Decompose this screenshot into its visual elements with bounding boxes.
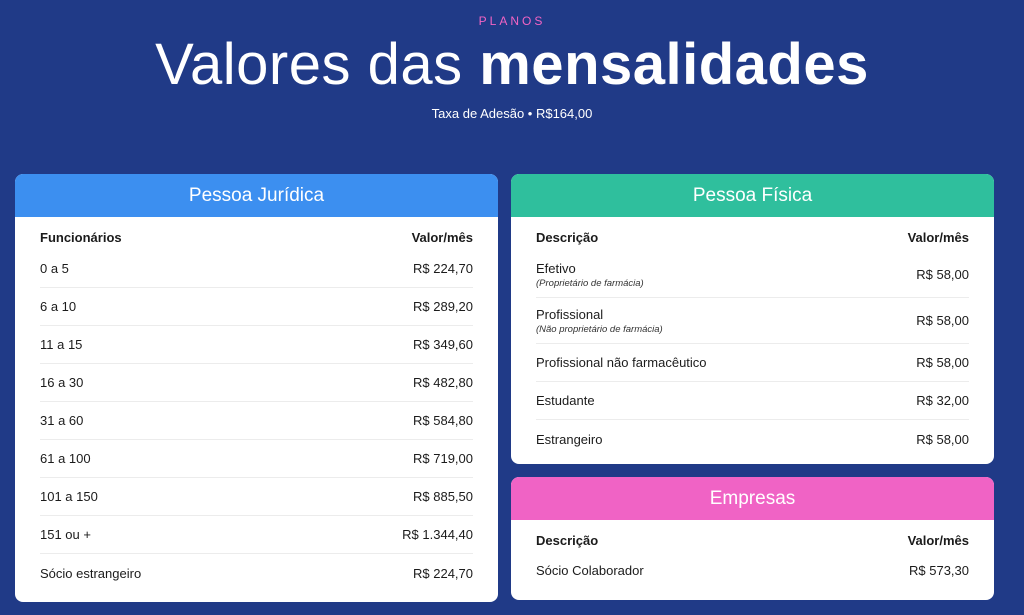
row-value: R$ 58,00	[916, 431, 969, 447]
row-value: R$ 482,80	[413, 375, 473, 390]
row-label: 101 a 150	[40, 489, 98, 504]
table-row: Sócio estrangeiro R$ 224,70	[40, 554, 473, 592]
row-label: 61 a 100	[40, 451, 91, 466]
row-value: R$ 719,00	[413, 451, 473, 466]
row-label: 31 a 60	[40, 413, 84, 428]
row-label: 16 a 30	[40, 375, 84, 390]
pessoa-juridica-header: Pessoa Jurídica	[15, 174, 498, 217]
table-row: Profissional não farmacêutico R$ 58,00	[536, 344, 969, 382]
row-label: Sócio estrangeiro	[40, 565, 142, 581]
emp-col-value: Valor/mês	[907, 533, 969, 548]
row-label: Estudante	[536, 393, 595, 408]
table-row: 101 a 150 R$ 885,50	[40, 478, 473, 516]
row-label: 0 a 5	[40, 261, 69, 276]
row-label: Sócio Colaborador	[536, 562, 644, 578]
pj-column-headers: Funcionários Valor/mês	[40, 230, 473, 246]
pf-column-headers: Descrição Valor/mês	[536, 230, 969, 246]
emp-rows: Sócio Colaborador R$ 573,30	[536, 555, 969, 585]
pessoa-juridica-card: Pessoa Jurídica Funcionários Valor/mês 0…	[15, 174, 498, 602]
row-value: R$ 1.344,40	[402, 527, 473, 542]
table-row: 0 a 5 R$ 224,70	[40, 250, 473, 288]
pessoa-fisica-header: Pessoa Física	[511, 174, 994, 217]
pessoa-fisica-card: Pessoa Física Descrição Valor/mês Efetiv…	[511, 174, 994, 464]
table-row: 61 a 100 R$ 719,00	[40, 440, 473, 478]
row-value: R$ 289,20	[413, 299, 473, 314]
table-row: 6 a 10 R$ 289,20	[40, 288, 473, 326]
adhesion-fee: Taxa de Adesão • R$164,00	[431, 106, 593, 121]
emp-col-description: Descrição	[536, 533, 599, 548]
row-value: R$ 573,30	[909, 562, 969, 578]
row-label: Efetivo	[536, 260, 576, 276]
table-row: Estudante R$ 32,00	[536, 382, 969, 420]
table-row: Efetivo (Proprietário de farmácia) R$ 58…	[536, 252, 969, 298]
row-value: R$ 224,70	[413, 261, 473, 276]
table-row: 151 ou + R$ 1.344,40	[40, 516, 473, 554]
row-value: R$ 32,00	[916, 393, 969, 408]
row-value: R$ 224,70	[413, 565, 473, 581]
row-label: 151 ou +	[40, 527, 91, 542]
table-row: 31 a 60 R$ 584,80	[40, 402, 473, 440]
table-row: Profissional (Não proprietário de farmác…	[536, 298, 969, 344]
page-title: Valores das mensalidades	[0, 30, 1024, 100]
emp-column-headers: Descrição Valor/mês	[536, 533, 969, 549]
pf-rows: Efetivo (Proprietário de farmácia) R$ 58…	[536, 252, 969, 458]
row-value: R$ 349,60	[413, 337, 473, 352]
row-description: Efetivo (Proprietário de farmácia)	[536, 261, 644, 289]
row-value: R$ 58,00	[916, 355, 969, 370]
table-row: Estrangeiro R$ 58,00	[536, 420, 969, 458]
table-row: 11 a 15 R$ 349,60	[40, 326, 473, 364]
row-note: (Proprietário de farmácia)	[536, 277, 644, 289]
row-label: 6 a 10	[40, 299, 77, 314]
row-note: (Não proprietário de farmácia)	[536, 323, 663, 335]
empresas-card: Empresas Descrição Valor/mês Sócio Colab…	[511, 477, 994, 600]
empresas-header: Empresas	[511, 477, 994, 520]
pj-col-employees: Funcionários	[40, 230, 122, 245]
pj-rows: 0 a 5 R$ 224,70 6 a 10 R$ 289,20 11 a 15 R$…	[40, 250, 473, 592]
row-label: Profissional não farmacêutico	[536, 355, 707, 370]
row-value: R$ 58,00	[916, 267, 969, 282]
title-bold: mensalidades	[479, 32, 869, 97]
row-label: 11 a 15	[40, 337, 83, 352]
pj-col-value: Valor/mês	[411, 230, 473, 245]
section-eyebrow: PLANOS	[478, 14, 546, 28]
table-row: 16 a 30 R$ 482,80	[40, 364, 473, 402]
row-value: R$ 885,50	[413, 489, 473, 504]
row-label: Profissional	[536, 306, 604, 322]
pf-col-description: Descrição	[536, 230, 599, 245]
table-row: Sócio Colaborador R$ 573,30	[536, 555, 969, 585]
title-light: Valores das	[155, 32, 463, 97]
row-value: R$ 584,80	[413, 413, 473, 428]
row-label: Estrangeiro	[536, 431, 603, 447]
row-value: R$ 58,00	[916, 313, 969, 328]
row-description: Profissional (Não proprietário de farmác…	[536, 307, 663, 335]
pf-col-value: Valor/mês	[907, 230, 969, 245]
